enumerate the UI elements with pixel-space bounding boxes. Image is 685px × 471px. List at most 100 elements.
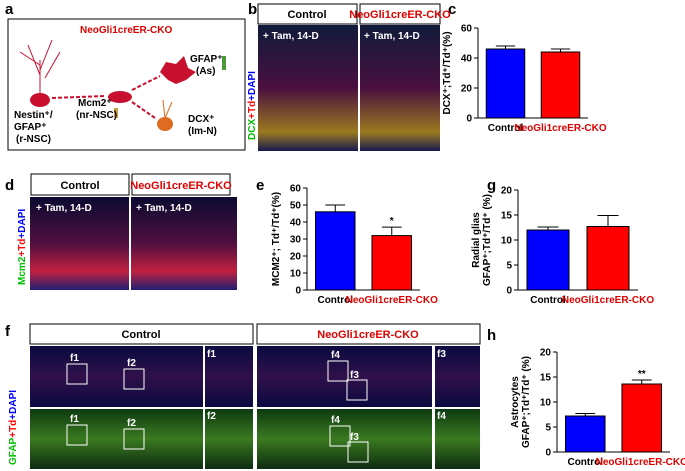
stain-label: GFAP+Td+DAPI <box>8 390 19 465</box>
y-axis-label: GFAP⁺;Td⁺/Td⁺ (%) <box>482 194 493 286</box>
image <box>205 409 253 469</box>
y-axis-label: DCX⁺;Td⁺/Td⁺(%) <box>442 31 453 114</box>
schematic: NeoGli1creER-CKO GFAP⁺ (As) Nestin⁺/ GFA… <box>7 18 246 151</box>
header: NeoGli1creER-CKO <box>349 9 451 21</box>
label: Mcm2⁺ <box>78 98 112 109</box>
y-axis-label: MCM2⁺; Td⁺/Td⁺(%) <box>271 192 282 286</box>
image-tag: + Tam, 14-D <box>136 203 192 214</box>
roi-label: f4 <box>331 415 340 426</box>
x-tick-label: Control <box>488 123 524 134</box>
image <box>131 197 237 290</box>
header-box <box>29 323 254 345</box>
y-tick-label: 0 <box>295 286 301 297</box>
header: Control <box>121 329 160 341</box>
cell <box>30 93 50 107</box>
header-box <box>131 173 231 196</box>
y-tick-label: 20 <box>540 348 552 359</box>
header: Control <box>60 180 99 192</box>
micrographs-b: Control NeoGli1creER-CKO + Tam, 14-D + T… <box>247 3 451 151</box>
stain: +DAPI <box>247 71 258 101</box>
y-tick-label: 30 <box>290 235 302 246</box>
x-tick-label: NeoGli1creER-CKO <box>596 457 685 468</box>
image <box>258 25 358 151</box>
cell <box>108 91 132 103</box>
x-tick-label: Control <box>567 457 603 468</box>
stain: Mcm2 <box>17 256 28 285</box>
header: NeoGli1creER-CKO <box>130 180 232 192</box>
inset-label: f3 <box>437 349 446 360</box>
x-tick-label: NeoGli1creER-CKO <box>514 123 606 134</box>
micrographs-f: Control NeoGli1creER-CKO f1 f2 f1 f2 f4 … <box>8 323 481 469</box>
y-tick-label: 40 <box>290 218 302 229</box>
header: NeoGli1creER-CKO <box>317 329 419 341</box>
label: (Im-N) <box>188 126 217 137</box>
roi <box>346 379 368 401</box>
x-tick-label: Control <box>530 295 566 306</box>
y-tick-label: 40 <box>461 54 473 65</box>
image-tag: + Tam, 14-D <box>263 31 319 42</box>
panel-label: c <box>448 1 456 18</box>
y-tick-label: 20 <box>461 84 473 95</box>
inset-label: f1 <box>207 349 216 360</box>
bar <box>314 211 356 291</box>
x-tick-label: Control <box>317 295 353 306</box>
bar <box>526 229 570 291</box>
stain: +Td <box>8 420 19 438</box>
stain-label: DCX+Td+DAPI <box>247 71 258 140</box>
significance: ** <box>638 369 646 380</box>
y-axis-label: GFAP⁺;Td⁺/Td⁺ (%) <box>521 356 532 448</box>
label: GFAP⁺ <box>14 122 47 133</box>
roi <box>66 424 88 446</box>
genotype: NeoGli1creER-CKO <box>80 25 172 36</box>
stain: +DAPI <box>17 209 28 239</box>
roi <box>123 428 145 450</box>
y-tick-label: 20 <box>501 186 513 197</box>
stain: +Td <box>247 101 258 119</box>
cell-process <box>162 99 173 119</box>
stain: +Td <box>17 239 28 257</box>
panel-label: f <box>5 323 11 340</box>
y-tick-label: 15 <box>540 373 552 384</box>
roi <box>329 425 351 447</box>
image-tag: + Tam, 14-D <box>364 31 420 42</box>
x-tick-label: NeoGli1creER-CKO <box>562 295 654 306</box>
header-box <box>257 3 358 25</box>
y-tick-label: 0 <box>466 114 472 125</box>
down-arrow <box>114 108 118 118</box>
y-tick-label: 20 <box>290 252 302 263</box>
stain: DCX <box>247 119 258 140</box>
roi-label: f4 <box>331 350 340 361</box>
significance: * <box>390 216 394 227</box>
bar <box>621 383 663 453</box>
image-tag: + Tam, 14-D <box>36 203 92 214</box>
image <box>435 409 480 469</box>
roi-label: f2 <box>127 418 136 429</box>
panel-label: a <box>5 1 14 18</box>
label: (r-NSC) <box>16 134 51 145</box>
cell <box>157 117 173 131</box>
bar <box>564 415 606 453</box>
label: (As) <box>196 66 215 77</box>
y-tick-label: 10 <box>540 398 552 409</box>
y-tick-label: 10 <box>501 236 513 247</box>
header-box <box>256 323 481 345</box>
label: DCX⁺ <box>188 114 214 125</box>
header-box <box>30 173 130 196</box>
arrow <box>51 75 161 119</box>
roi <box>347 441 369 463</box>
roi <box>123 368 145 390</box>
y-tick-label: 5 <box>545 423 551 434</box>
image <box>257 346 432 407</box>
roi <box>327 360 349 382</box>
x-tick-label: NeoGli1creER-CKO <box>346 295 438 306</box>
y-tick-label: 0 <box>545 448 551 459</box>
panel-label: b <box>248 1 257 18</box>
header-box <box>359 3 441 25</box>
bar <box>485 48 526 119</box>
image <box>435 346 480 407</box>
stain-label: Mcm2+Td+DAPI <box>17 209 28 285</box>
cell-process <box>19 39 61 95</box>
bar <box>371 235 413 291</box>
cell <box>160 56 196 84</box>
